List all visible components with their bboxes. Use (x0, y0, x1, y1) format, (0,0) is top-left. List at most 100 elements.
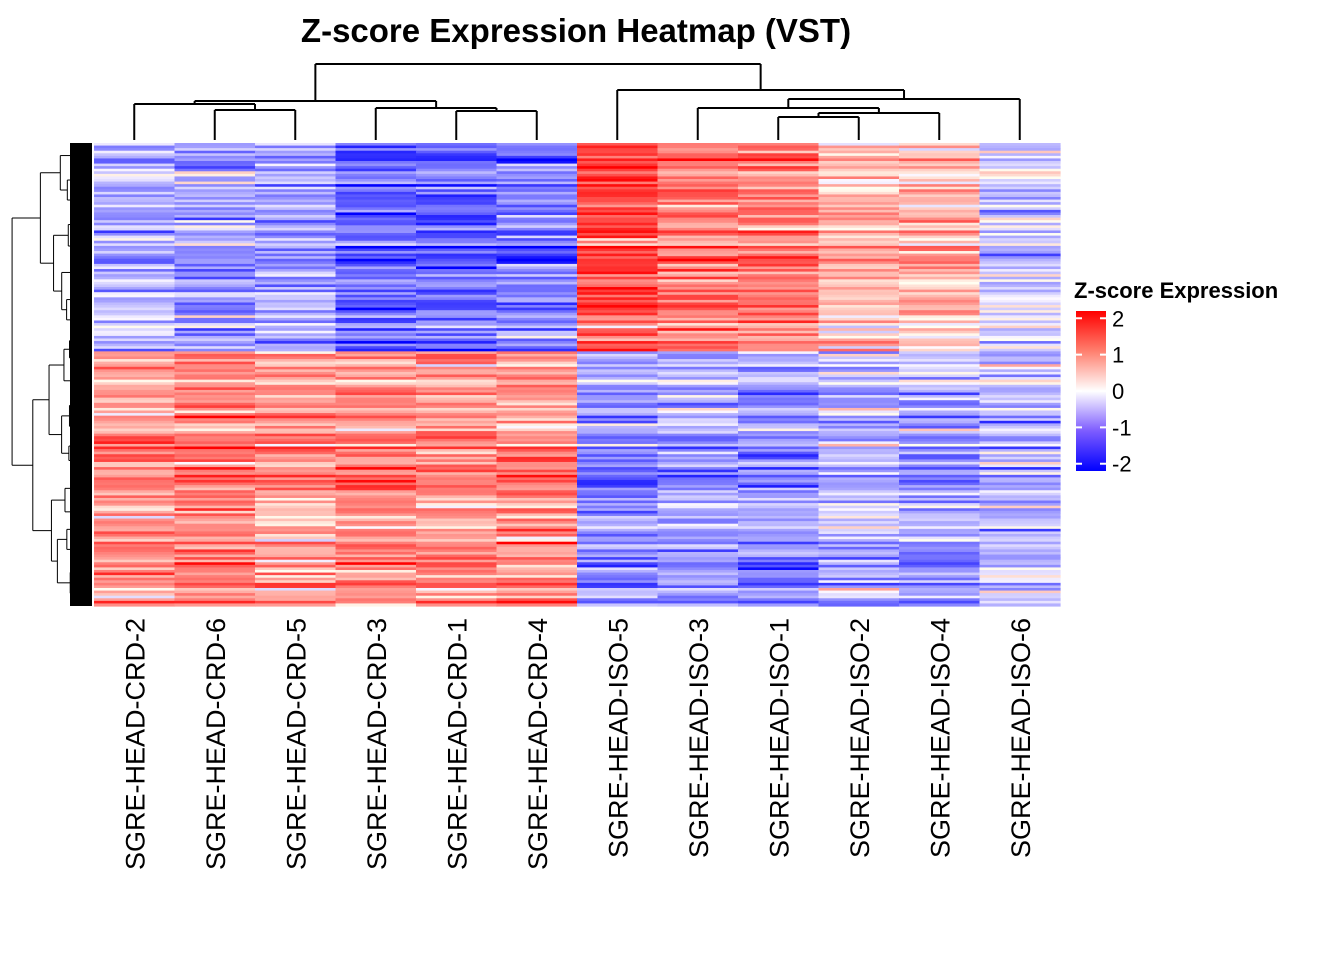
heat-cell (255, 600, 337, 605)
heat-cell (577, 207, 659, 211)
heat-cell (899, 215, 981, 219)
heat-cell (255, 410, 337, 414)
heat-cell (255, 168, 337, 172)
heat-cell (818, 227, 900, 232)
heat-cell (94, 338, 176, 342)
heat-cell (94, 377, 176, 381)
heat-cell (174, 153, 256, 157)
heat-cell (255, 559, 337, 563)
heat-cell (657, 343, 739, 347)
heat-cell (255, 248, 337, 252)
heat-cell (738, 503, 820, 507)
heat-cell (255, 351, 337, 355)
heat-cell (496, 449, 578, 453)
heat-cell (496, 413, 578, 417)
heat-cell (496, 245, 578, 250)
heat-cell (94, 176, 176, 180)
heat-cell (657, 523, 739, 527)
heat-cell (818, 184, 900, 188)
heat-cell (416, 333, 498, 337)
heat-cell (416, 204, 498, 208)
heat-cell (577, 521, 659, 525)
heat-cell (577, 379, 659, 383)
heat-cell (94, 199, 176, 203)
heat-cell (255, 451, 337, 455)
heat-cell (416, 500, 498, 504)
heat-cell (899, 546, 981, 551)
heat-cell (979, 343, 1061, 347)
heat-cell (335, 405, 417, 409)
heat-cell (979, 521, 1061, 525)
heat-cell (255, 238, 337, 242)
column-label: SGRE-HEAD-CRD-5 (281, 618, 311, 870)
heat-cell (496, 173, 578, 178)
heat-cell (416, 521, 498, 525)
heat-cell (174, 166, 256, 170)
heat-cell (496, 382, 578, 386)
heat-cell (738, 400, 820, 404)
heat-cell (657, 425, 739, 430)
heat-cell (335, 603, 417, 607)
heat-cell (979, 148, 1061, 152)
heat-cell (255, 461, 337, 466)
heat-cell (255, 155, 337, 160)
heat-cell (335, 374, 417, 378)
heat-cell (899, 333, 981, 337)
heat-cell (335, 302, 417, 306)
heat-cell (577, 230, 659, 234)
heat-cell (738, 533, 820, 538)
heat-cell (174, 575, 256, 579)
heat-cell (174, 238, 256, 242)
heat-cell (818, 420, 900, 424)
heat-cell (94, 323, 176, 327)
heat-cell (899, 590, 981, 594)
heat-cell (174, 395, 256, 399)
heat-cell (174, 251, 256, 255)
heat-cell (94, 353, 176, 358)
heat-cell (496, 353, 578, 358)
heat-cell (657, 369, 739, 373)
heat-cell (335, 209, 417, 214)
heat-cell (657, 346, 739, 350)
heat-cell (738, 603, 820, 607)
heat-cell (94, 413, 176, 417)
heat-cell (94, 464, 176, 468)
heat-cell (335, 269, 417, 273)
heat-cell (818, 554, 900, 558)
heat-cell (738, 356, 820, 360)
heat-cell (979, 559, 1061, 563)
heat-cell (94, 564, 176, 569)
heat-cell (496, 544, 578, 548)
heat-cell (899, 248, 981, 252)
heat-cell (738, 166, 820, 170)
heat-cell (979, 449, 1061, 453)
heat-cell (577, 505, 659, 509)
heat-cell (738, 258, 820, 262)
heat-cell (979, 536, 1061, 540)
heat-cell (335, 315, 417, 319)
heat-cell (979, 230, 1061, 234)
heat-cell (416, 557, 498, 561)
heat-cell (738, 562, 820, 566)
heat-cell (899, 557, 981, 561)
heat-cell (496, 464, 578, 468)
heat-cell (496, 371, 578, 376)
heat-cell (899, 279, 981, 283)
heat-cell (94, 145, 176, 149)
heat-cell (899, 405, 981, 409)
heat-cell (94, 449, 176, 453)
heat-cell (174, 485, 256, 489)
heat-cell (496, 392, 578, 396)
heat-cell (255, 163, 337, 167)
heat-cell (979, 292, 1061, 296)
heat-cell (416, 230, 498, 234)
heat-cell (818, 348, 900, 352)
heat-cell (94, 153, 176, 157)
heat-cell (94, 305, 176, 309)
heat-cell (818, 580, 900, 584)
heat-cell (577, 356, 659, 360)
heat-cell (496, 361, 578, 365)
legend-tick-label: 0 (1112, 379, 1124, 404)
heat-cell (899, 312, 981, 316)
heat-cell (979, 513, 1061, 517)
